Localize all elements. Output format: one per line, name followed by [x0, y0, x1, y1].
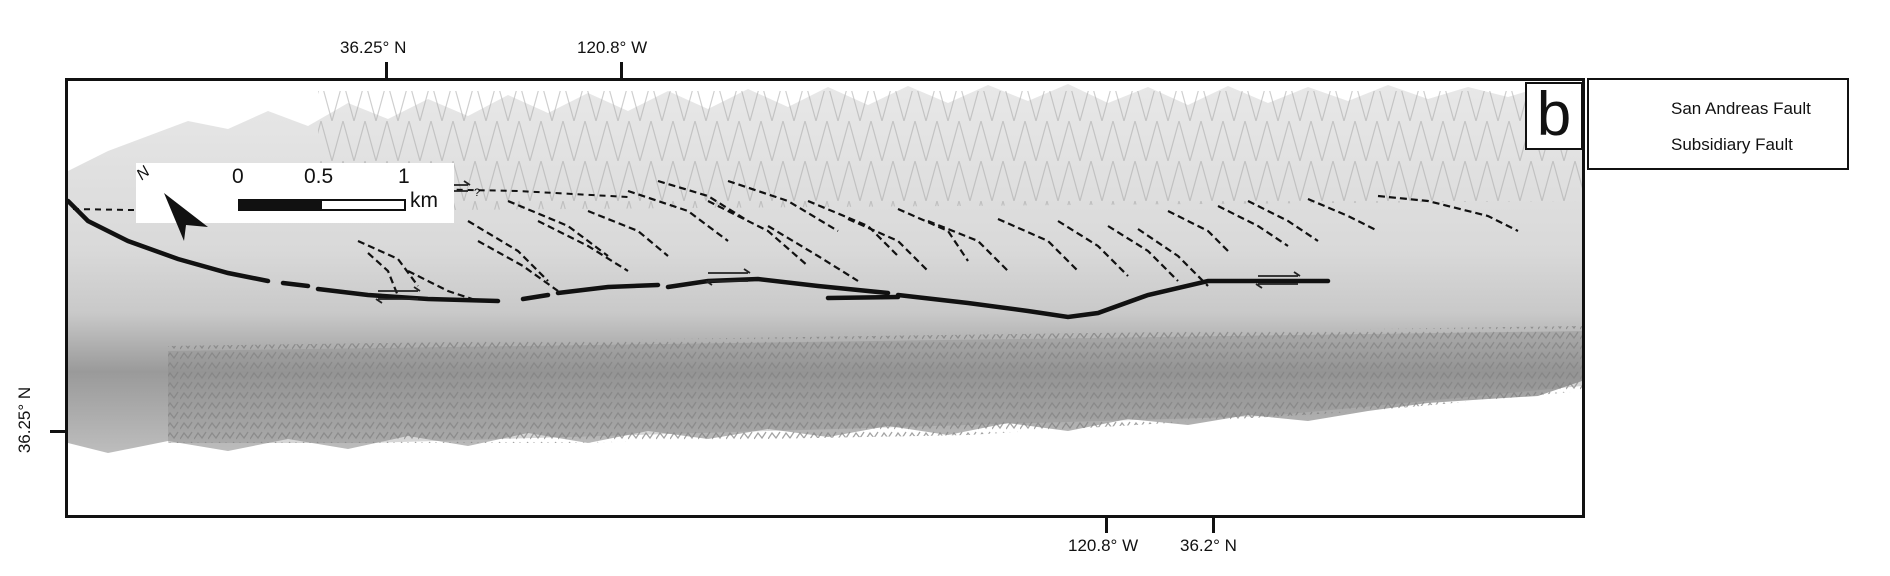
- north-arrow-icon: [164, 193, 208, 241]
- bottom-lat-tick: [1212, 517, 1215, 533]
- left-lat-tick: [50, 430, 66, 433]
- scale-bar: [238, 199, 406, 211]
- bottom-lat-label: 36.2° N: [1180, 536, 1237, 555]
- left-lat-label: 36.25° N: [15, 386, 35, 454]
- scale-bar-box: N 0 0.5 1 km: [134, 163, 454, 241]
- legend-item-subsidiary: Subsidiary Fault: [1601, 134, 1793, 156]
- legend-label: Subsidiary Fault: [1671, 135, 1793, 154]
- legend-item-san-andreas: San Andreas Fault: [1601, 98, 1811, 120]
- panel-label: b: [1525, 82, 1583, 150]
- legend-label: San Andreas Fault: [1671, 99, 1811, 118]
- scale-label-1: 1: [398, 165, 410, 188]
- map-legend: San Andreas Fault Subsidiary Fault: [1587, 78, 1849, 170]
- bottom-lon-tick: [1105, 517, 1108, 533]
- san-andreas-fault-trace: [68, 198, 1331, 320]
- top-lon-label: 120.8° W: [577, 38, 648, 57]
- top-lat-tick: [385, 62, 388, 78]
- uncertain-mark-3: ?: [474, 187, 480, 199]
- top-lat-label: 36.25° N: [340, 38, 407, 57]
- map-frame: ? ? ?: [65, 78, 1585, 518]
- bottom-lon-label: 120.8° W: [1068, 536, 1139, 555]
- top-lon-tick: [620, 62, 623, 78]
- scale-unit: km: [410, 189, 438, 212]
- hillshade-map: ? ? ?: [68, 81, 1582, 515]
- scale-label-0: 0: [232, 165, 244, 188]
- en-echelon-faults: [357, 179, 1519, 303]
- scale-label-05: 0.5: [304, 165, 334, 188]
